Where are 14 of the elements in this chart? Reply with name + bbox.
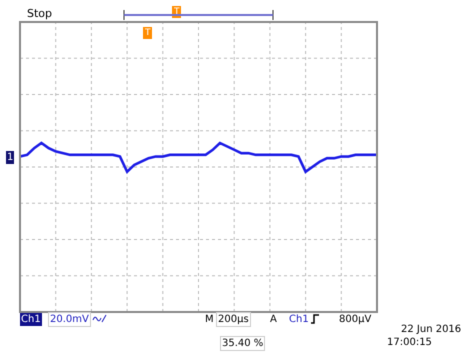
- text: 22 Jun 2016: [401, 324, 462, 335]
- text: 20.0mV: [50, 314, 90, 325]
- text: A: [270, 314, 277, 325]
- text: T: [144, 28, 151, 38]
- text: T: [173, 7, 180, 17]
- text: Ch1: [289, 314, 309, 325]
- text: 17:00:15: [387, 337, 432, 348]
- text: M: [205, 314, 214, 325]
- text: Ch1: [21, 314, 41, 325]
- text: 800µV: [339, 314, 372, 325]
- text: Stop: [27, 7, 52, 20]
- text: 1: [7, 152, 14, 163]
- text: 35.40 %: [222, 338, 264, 349]
- text: 200µs: [218, 314, 249, 325]
